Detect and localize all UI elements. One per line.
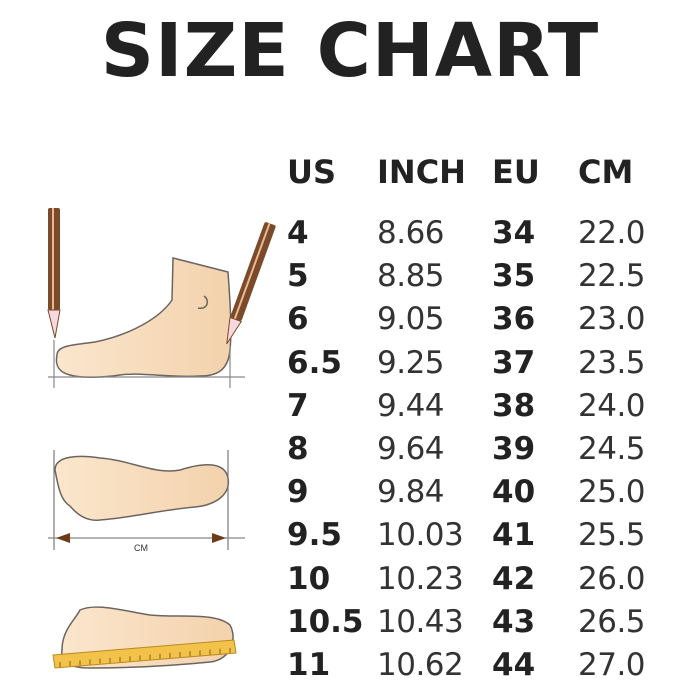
cell-us: 4	[287, 215, 309, 251]
cell-eu: 42	[492, 560, 536, 597]
cell-inch: 9.25	[377, 344, 445, 381]
cell-cm: 27.0	[578, 646, 646, 683]
ruler-foot-illustration	[52, 606, 237, 669]
ankle-mark	[197, 295, 209, 309]
arrow-right-icon	[212, 533, 226, 543]
cell-cm: 25.5	[578, 517, 646, 554]
cell-cm: 24.5	[578, 430, 646, 467]
side-foot-illustration	[47, 208, 276, 388]
cell-us: 10.5	[287, 603, 364, 640]
cell-cm: 26.5	[578, 603, 646, 640]
cell-eu: 36	[492, 301, 536, 338]
header-inch: INCH	[377, 153, 466, 191]
header-us: US	[287, 153, 337, 191]
cell-cm: 22.5	[578, 258, 646, 295]
cell-eu: 44	[492, 646, 536, 683]
cell-inch: 10.03	[377, 517, 464, 554]
arrow-left-icon	[56, 533, 70, 543]
cell-us: 5	[287, 258, 309, 295]
cell-us: 7	[287, 387, 309, 424]
column-inch: INCH 8.66 8.85 9.05 9.25 9.44 9.64 9.84 …	[377, 150, 466, 687]
cell-cm: 23.5	[578, 344, 646, 381]
cell-inch: 8.85	[377, 258, 445, 295]
column-us: US 4 5 6 6.5 7 8 9 9.5 10 10.5 11	[287, 150, 364, 687]
cell-eu: 38	[492, 387, 536, 424]
cm-label: CM	[134, 543, 148, 553]
cell-eu: 34	[492, 215, 536, 251]
cell-us: 6.5	[287, 344, 342, 381]
cell-cm: 23.0	[578, 301, 646, 338]
cell-us: 9	[287, 474, 309, 511]
column-eu: EU 34 35 36 37 38 39 40 41 42 43 44	[492, 150, 540, 687]
cell-eu: 43	[492, 603, 536, 640]
cell-inch: 10.62	[377, 646, 464, 683]
cell-us: 9.5	[287, 517, 342, 554]
cell-inch: 9.84	[377, 474, 445, 511]
foot-side-shape	[55, 257, 232, 378]
cell-cm: 25.0	[578, 474, 646, 511]
page-title: SIZE CHART	[100, 8, 600, 94]
cell-eu: 40	[492, 474, 536, 511]
cell-eu: 35	[492, 258, 536, 295]
cell-eu: 37	[492, 344, 536, 381]
cell-us: 8	[287, 430, 309, 467]
cell-us: 6	[287, 301, 309, 338]
ruler-icon	[52, 639, 237, 669]
cell-inch: 9.64	[377, 430, 445, 467]
cell-cm: 24.0	[578, 387, 646, 424]
cell-us: 10	[287, 560, 331, 597]
cell-inch: 9.44	[377, 387, 445, 424]
cell-eu: 39	[492, 430, 536, 467]
header-eu: EU	[492, 153, 540, 191]
cell-cm: 26.0	[578, 560, 646, 597]
pencil-icon	[47, 208, 61, 339]
cell-cm: 22.0	[578, 215, 646, 251]
cell-inch: 9.05	[377, 301, 445, 338]
header-cm: CM	[578, 153, 634, 191]
pencil-icon	[226, 222, 276, 345]
cell-inch: 8.66	[377, 215, 445, 251]
column-cm: CM 22.0 22.5 23.0 23.5 24.0 24.5 25.0 25…	[578, 150, 646, 687]
cell-inch: 10.43	[377, 603, 464, 640]
cell-eu: 41	[492, 517, 536, 554]
top-foot-illustration: CM	[48, 450, 245, 553]
cell-us: 11	[287, 646, 331, 683]
cell-inch: 10.23	[377, 560, 464, 597]
